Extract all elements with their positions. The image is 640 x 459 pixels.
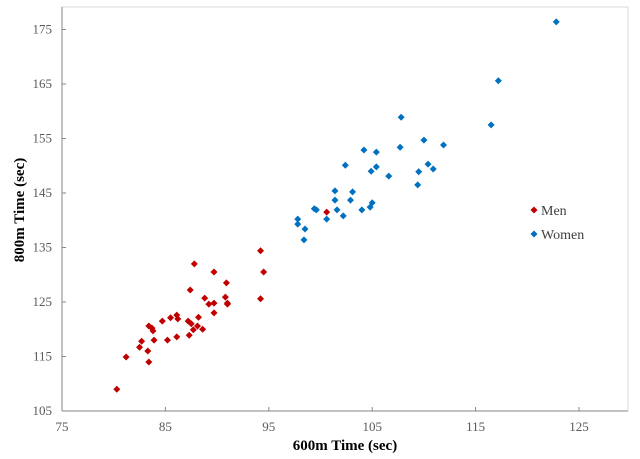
data-point [194, 313, 202, 321]
data-point [138, 337, 146, 345]
data-point [346, 196, 354, 204]
data-point [440, 141, 448, 149]
y-tick-label: 145 [33, 185, 53, 200]
y-axis: 105 115 125 135 145 155 165 175 [33, 7, 66, 418]
data-point [193, 322, 201, 330]
y-tick-label: 155 [33, 131, 53, 146]
data-point [415, 168, 423, 176]
data-point [205, 300, 213, 308]
data-point [187, 320, 195, 328]
data-point [210, 309, 218, 317]
data-point [397, 113, 405, 121]
x-tick-label: 75 [56, 419, 69, 434]
data-point [294, 220, 302, 228]
data-point [333, 206, 341, 214]
data-point [552, 18, 560, 26]
data-point [210, 268, 218, 276]
legend-label: Men [541, 204, 567, 219]
data-point [420, 136, 428, 144]
data-points [113, 18, 560, 393]
data-point [385, 172, 393, 180]
data-point [294, 215, 302, 223]
data-point [136, 343, 144, 351]
data-point [331, 187, 339, 195]
data-point [189, 326, 197, 334]
data-point [167, 314, 175, 322]
data-point [372, 163, 380, 171]
series-men [113, 208, 331, 393]
x-axis-title: 600m Time (sec) [293, 438, 397, 454]
data-point [300, 236, 308, 244]
x-tick-label: 85 [159, 419, 172, 434]
data-point [331, 196, 339, 204]
data-point [323, 208, 331, 216]
data-point [358, 206, 366, 214]
data-point [113, 385, 121, 393]
data-point [360, 146, 368, 154]
legend-marker-icon [530, 206, 538, 214]
data-point [158, 317, 166, 325]
data-point [199, 325, 207, 333]
data-point [494, 77, 502, 85]
data-point [122, 353, 130, 361]
data-point [210, 299, 218, 307]
data-point [366, 203, 374, 211]
data-point [339, 212, 347, 220]
x-tick-label: 95 [262, 419, 275, 434]
data-point [222, 279, 230, 287]
data-point [424, 160, 432, 168]
y-axis-title: 800m Time (sec) [12, 158, 28, 262]
legend-marker-icon [530, 230, 538, 238]
data-point [260, 268, 268, 276]
data-point [173, 333, 181, 341]
data-point [144, 347, 152, 355]
data-point [150, 336, 158, 344]
data-point [163, 336, 171, 344]
data-point [487, 121, 495, 129]
data-point [372, 148, 380, 156]
data-point [186, 286, 194, 294]
legend: Men Women [530, 204, 584, 243]
data-point [396, 143, 404, 151]
y-tick-label: 115 [33, 349, 52, 364]
data-point [201, 294, 209, 302]
series-women [294, 18, 560, 244]
data-point [190, 260, 198, 268]
data-point [341, 161, 349, 169]
x-tick-label: 105 [362, 419, 382, 434]
y-tick-label: 135 [33, 240, 53, 255]
y-tick-label: 125 [33, 294, 53, 309]
data-point [223, 300, 231, 308]
data-point [257, 295, 265, 303]
y-tick-label: 175 [33, 22, 53, 37]
data-point [367, 167, 375, 175]
x-tick-label: 115 [466, 419, 485, 434]
data-point [429, 165, 437, 173]
y-tick-label: 105 [33, 403, 53, 418]
data-point [149, 327, 157, 335]
data-point [312, 206, 320, 214]
data-point [414, 181, 422, 189]
x-axis: 75 85 95 105 115 125 [56, 407, 628, 434]
y-tick-label: 165 [33, 76, 53, 91]
legend-label: Women [541, 228, 584, 243]
data-point [323, 215, 331, 223]
x-tick-label: 125 [569, 419, 589, 434]
data-point [301, 225, 309, 233]
data-point [349, 188, 357, 196]
data-point [174, 315, 182, 323]
data-point [145, 358, 153, 366]
legend-item-women: Women [530, 228, 584, 243]
data-point [257, 247, 265, 255]
legend-item-men: Men [530, 204, 567, 219]
data-point [185, 331, 193, 339]
data-point [221, 293, 229, 301]
